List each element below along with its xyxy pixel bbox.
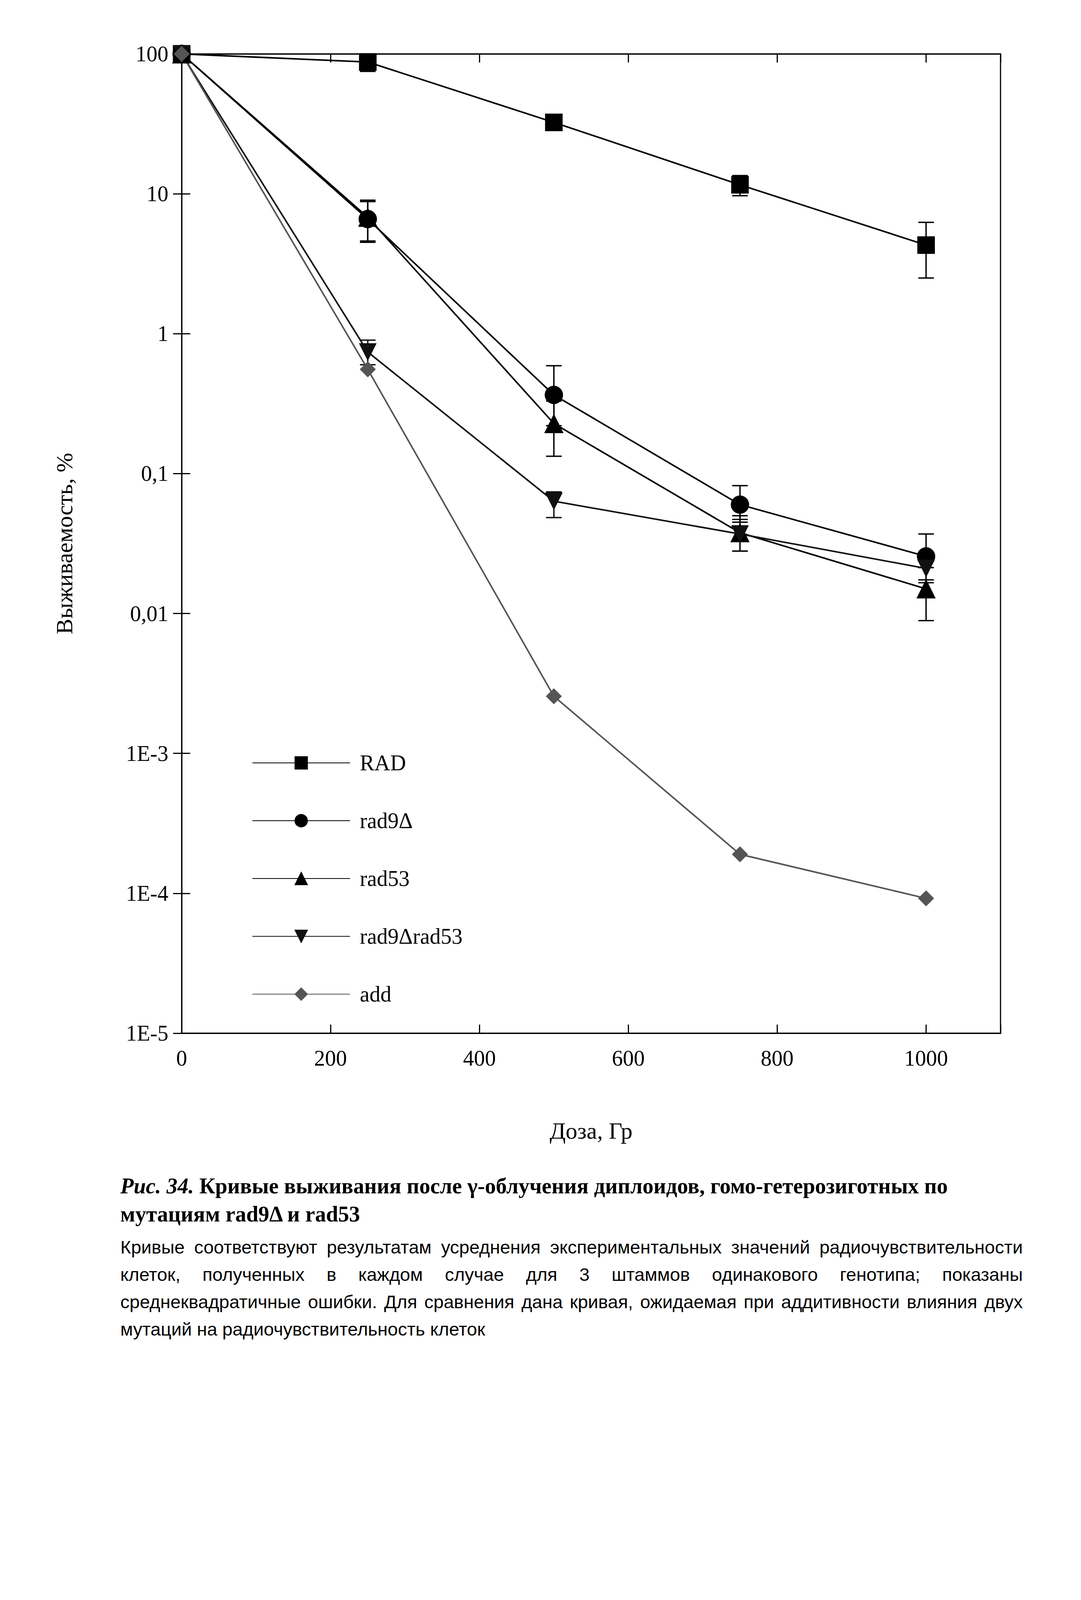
svg-text:0: 0 [176,1046,188,1071]
svg-text:rad53: rad53 [359,866,410,891]
svg-text:1E-4: 1E-4 [125,881,169,906]
html-text:Кривые соответствуют результат: Кривые соответствуют результатам усредне… [120,1236,1023,1340]
svg-text:Выживаемость, %: Выживаемость, % [51,452,78,635]
svg-text:200: 200 [314,1046,347,1071]
svg-text:800: 800 [760,1046,794,1071]
html-text:Рис. 34. Кривые выживания посл: Рис. 34. Кривые выживания после γ-облуче… [120,1173,948,1227]
svg-text:add: add [359,982,392,1007]
svg-text:Доза, Гр: Доза, Гр [549,1118,633,1144]
svg-text:rad9Δrad53: rad9Δrad53 [359,924,463,949]
svg-text:400: 400 [462,1046,496,1071]
svg-text:1E-3: 1E-3 [125,741,169,766]
svg-text:0,01: 0,01 [130,601,169,626]
svg-text:600: 600 [611,1046,645,1071]
svg-text:100: 100 [135,41,169,67]
svg-text:1E-5: 1E-5 [125,1021,169,1046]
svg-text:1: 1 [157,321,169,346]
svg-text:0,1: 0,1 [141,461,169,486]
svg-text:10: 10 [146,181,169,206]
svg-text:RAD: RAD [359,750,406,776]
svg-text:1000: 1000 [904,1046,948,1071]
svg-text:rad9Δ: rad9Δ [359,808,413,833]
